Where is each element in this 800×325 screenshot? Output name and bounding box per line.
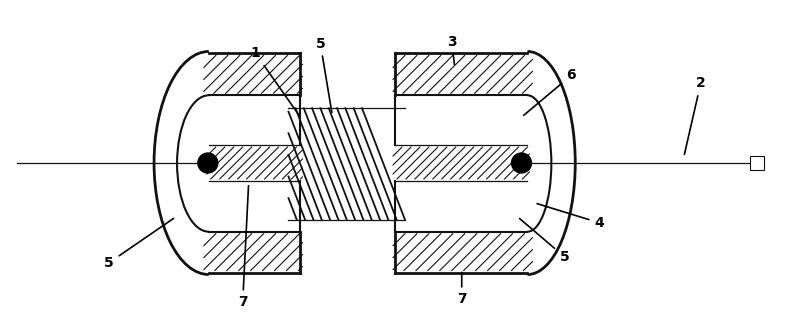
Text: 7: 7	[238, 186, 249, 309]
Circle shape	[511, 153, 531, 173]
Text: 5: 5	[315, 36, 332, 112]
Text: 1: 1	[250, 46, 299, 115]
Text: 3: 3	[447, 34, 457, 65]
Circle shape	[198, 153, 218, 173]
Text: 7: 7	[457, 272, 466, 306]
Text: 2: 2	[685, 76, 706, 154]
Bar	[750, 156, 765, 170]
Text: 5: 5	[104, 218, 174, 269]
Text: 4: 4	[537, 204, 604, 230]
Text: 5: 5	[520, 219, 569, 264]
Text: 6: 6	[524, 68, 576, 115]
